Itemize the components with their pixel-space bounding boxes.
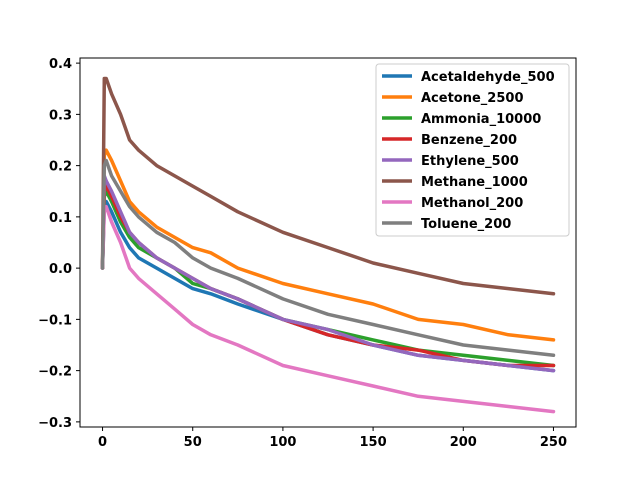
y-tick-label: 0.1 xyxy=(49,211,72,226)
y-axis: −0.3 −0.2 −0.1 0.0 0.1 0.2 0.3 0.4 xyxy=(38,57,80,431)
x-tick-label: 0 xyxy=(98,435,107,450)
series-line-7 xyxy=(100,158,556,358)
series-line-1 xyxy=(100,148,556,342)
series-line-5 xyxy=(100,76,556,296)
legend-label: Acetaldehyde_500 xyxy=(421,70,555,85)
legend-label: Methanol_200 xyxy=(421,196,523,211)
legend-label: Toluene_200 xyxy=(421,217,511,232)
series-line-6 xyxy=(100,204,556,414)
legend: Acetaldehyde_500 Acetone_2500 Ammonia_1000… xyxy=(375,63,570,237)
x-tick-label: 200 xyxy=(450,435,477,450)
y-tick-label: −0.1 xyxy=(38,313,72,328)
x-tick-label: 150 xyxy=(360,435,387,450)
x-tick-label: 100 xyxy=(269,435,296,450)
y-tick-label: 0.4 xyxy=(49,57,72,72)
y-tick-label: 0.0 xyxy=(49,262,72,277)
y-tick-label: 0.3 xyxy=(49,108,72,123)
y-tick-label: −0.3 xyxy=(38,416,72,431)
x-axis: 0 50 100 150 200 250 xyxy=(98,427,567,450)
legend-label: Benzene_200 xyxy=(421,133,517,148)
legend-label: Methane_1000 xyxy=(421,175,528,190)
series-lines xyxy=(100,76,556,414)
legend-label: Acetone_2500 xyxy=(421,91,523,106)
x-tick-label: 250 xyxy=(540,435,567,450)
y-tick-label: 0.2 xyxy=(49,160,72,175)
legend-label: Ammonia_10000 xyxy=(421,112,541,127)
axes-frame xyxy=(79,57,577,428)
x-tick-label: 50 xyxy=(184,435,202,450)
series-line-4 xyxy=(100,174,556,373)
y-tick-label: −0.2 xyxy=(38,365,72,380)
legend-box xyxy=(375,63,570,237)
legend-label: Ethylene_500 xyxy=(421,154,519,169)
